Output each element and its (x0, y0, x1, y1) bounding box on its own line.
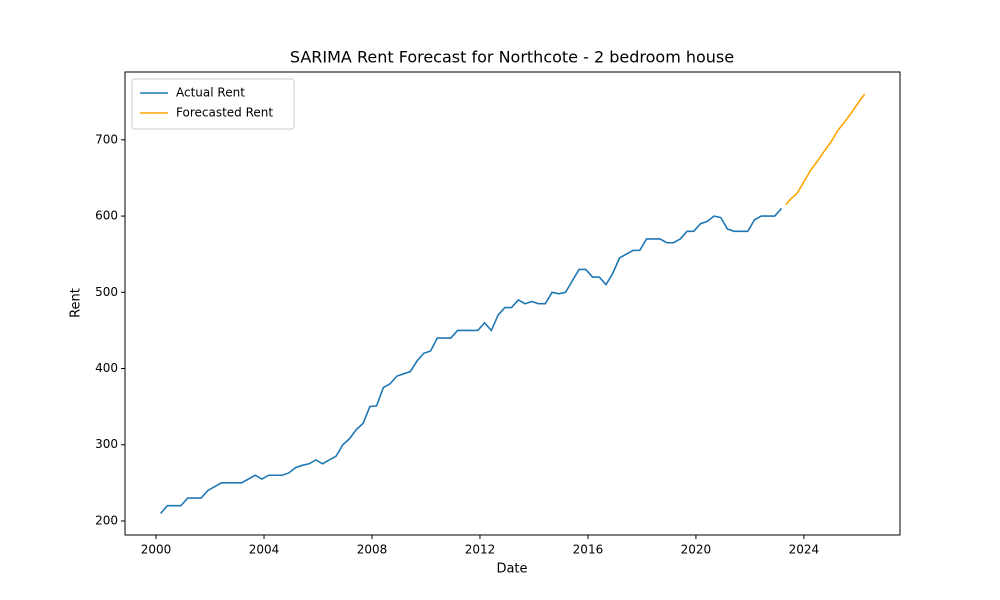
y-tick-label: 400 (95, 361, 118, 375)
line-series (785, 93, 866, 206)
x-tick-label: 2020 (681, 543, 712, 557)
y-tick-label: 500 (95, 285, 118, 299)
y-axis-label: Rent (69, 288, 84, 318)
x-tick-label: 2012 (465, 543, 496, 557)
y-tick-label: 700 (95, 132, 118, 146)
legend-box (131, 78, 295, 130)
x-tick-label: 2000 (141, 543, 172, 557)
legend-label: Forecasted Rent (176, 106, 273, 120)
x-tick-label: 2008 (357, 543, 388, 557)
y-tick-label: 600 (95, 209, 118, 223)
plot-frame (124, 71, 901, 536)
y-tick-label: 200 (95, 513, 118, 527)
x-tick-label: 2024 (789, 543, 820, 557)
x-tick-label: 2004 (249, 543, 280, 557)
x-tick-label: 2016 (573, 543, 604, 557)
legend-label: Actual Rent (176, 86, 245, 100)
chart-title: SARIMA Rent Forecast for Northcote - 2 b… (290, 48, 734, 67)
y-tick-label: 300 (95, 437, 118, 451)
line-series (160, 207, 783, 514)
x-axis-label: Date (496, 562, 527, 577)
